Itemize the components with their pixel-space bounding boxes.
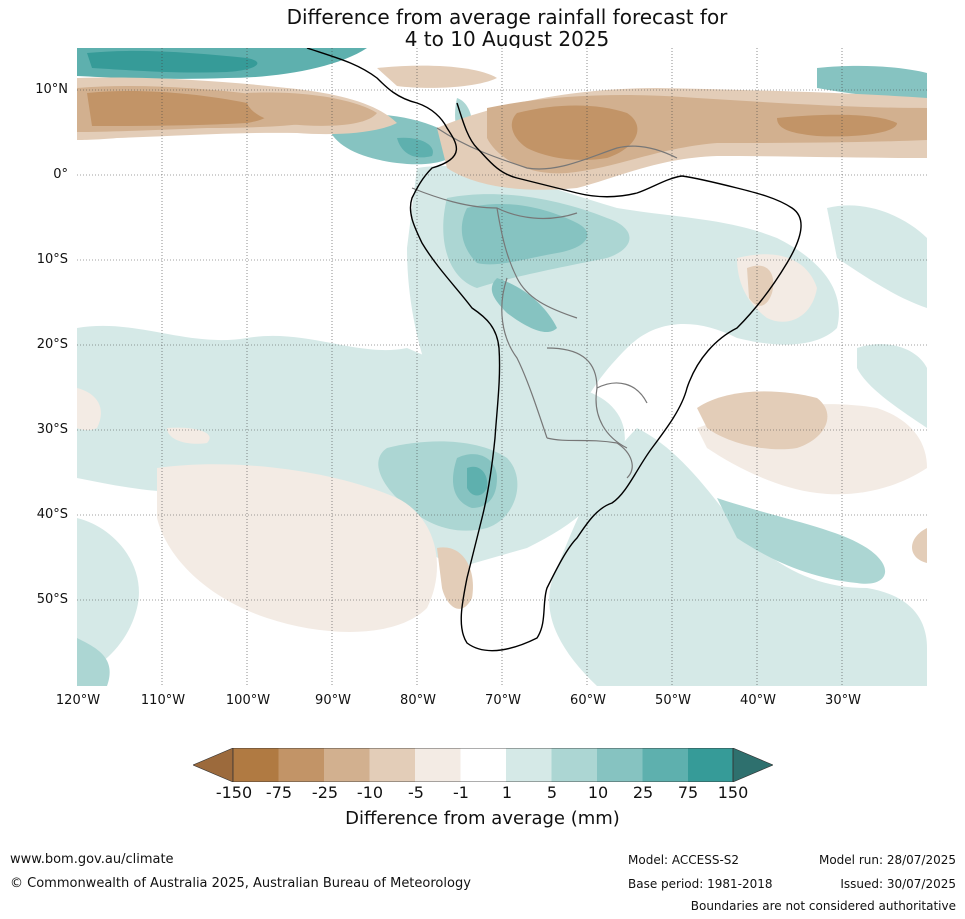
lat-label-10s: 10°S: [36, 252, 68, 267]
wet-anomaly-areas: [77, 48, 927, 686]
legend-tick: -75: [265, 783, 293, 802]
legend-tick: -10: [356, 783, 384, 802]
legend-colorbar-svg: [192, 747, 774, 783]
website-link[interactable]: www.bom.gov.au/climate: [10, 852, 174, 867]
dry-anomaly-areas: [77, 65, 927, 632]
legend-tick: 75: [677, 783, 699, 802]
map-title-line-2: 4 to 10 August 2025: [404, 27, 610, 51]
legend-tick: -25: [311, 783, 339, 802]
lon-label-40w: 40°W: [740, 693, 776, 708]
lon-label-80w: 80°W: [400, 693, 436, 708]
legend-tick: -150: [215, 783, 253, 802]
legend-swatch-75-25: [278, 748, 324, 782]
lon-label-120w: 120°W: [55, 693, 101, 708]
legend-swatch-1-5: [506, 748, 552, 782]
legend-swatch-150-75: [233, 748, 279, 782]
legend-title: Difference from average (mm): [345, 808, 620, 829]
legend-tick: 5: [546, 783, 558, 802]
issued-text: Issued: 30/07/2025: [840, 877, 956, 891]
map-svg: [77, 48, 927, 686]
lon-label-50w: 50°W: [655, 693, 691, 708]
model-run-text: Model run: 28/07/2025: [818, 853, 956, 867]
country-borders: [411, 127, 678, 479]
legend-swatch-above-150: [732, 747, 774, 783]
lat-label-40s: 40°S: [36, 507, 68, 522]
legend-colorbar: [192, 747, 774, 783]
legend-swatch-10-5: [369, 748, 415, 782]
legend-swatch-75-150: [688, 748, 733, 782]
graticule: [77, 48, 927, 686]
legend-swatch-5-1: [415, 748, 461, 782]
lat-label-20s: 20°S: [36, 337, 68, 352]
lat-label-30s: 30°S: [36, 422, 68, 437]
legend-tick: 25: [632, 783, 654, 802]
coastline: [306, 48, 802, 652]
lon-label-70w: 70°W: [485, 693, 521, 708]
copyright-text: © Commonwealth of Australia 2025, Austra…: [10, 876, 471, 891]
legend-tick: -1: [453, 783, 469, 802]
base-period-text: Base period: 1981-2018: [628, 877, 773, 891]
legend-swatch-10-25: [597, 748, 643, 782]
rainfall-anomaly-map: [77, 48, 927, 686]
disclaimer-text: Boundaries are not considered authoritat…: [690, 899, 956, 913]
legend-tick: -5: [408, 783, 424, 802]
legend-swatch-neutral: [460, 748, 506, 782]
lon-label-100w: 100°W: [225, 693, 271, 708]
lat-label-50s: 50°S: [36, 592, 68, 607]
legend-swatch-5-10: [551, 748, 597, 782]
legend-tick: 1: [501, 783, 513, 802]
legend-tick: 150: [717, 783, 749, 802]
legend-swatch-below-150: [192, 747, 234, 783]
legend-tick: 10: [587, 783, 609, 802]
lat-label-10n: 10°N: [35, 82, 68, 97]
lon-label-110w: 110°W: [140, 693, 186, 708]
map-title-line-1: Difference from average rainfall forecas…: [286, 5, 728, 29]
lon-label-90w: 90°W: [315, 693, 351, 708]
legend-swatch-25-75: [642, 748, 688, 782]
lon-label-60w: 60°W: [570, 693, 606, 708]
model-text: Model: ACCESS-S2: [628, 853, 740, 867]
lon-label-30w: 30°W: [825, 693, 861, 708]
lat-label-0: 0°: [53, 167, 68, 182]
legend-swatch-25-10: [324, 748, 370, 782]
